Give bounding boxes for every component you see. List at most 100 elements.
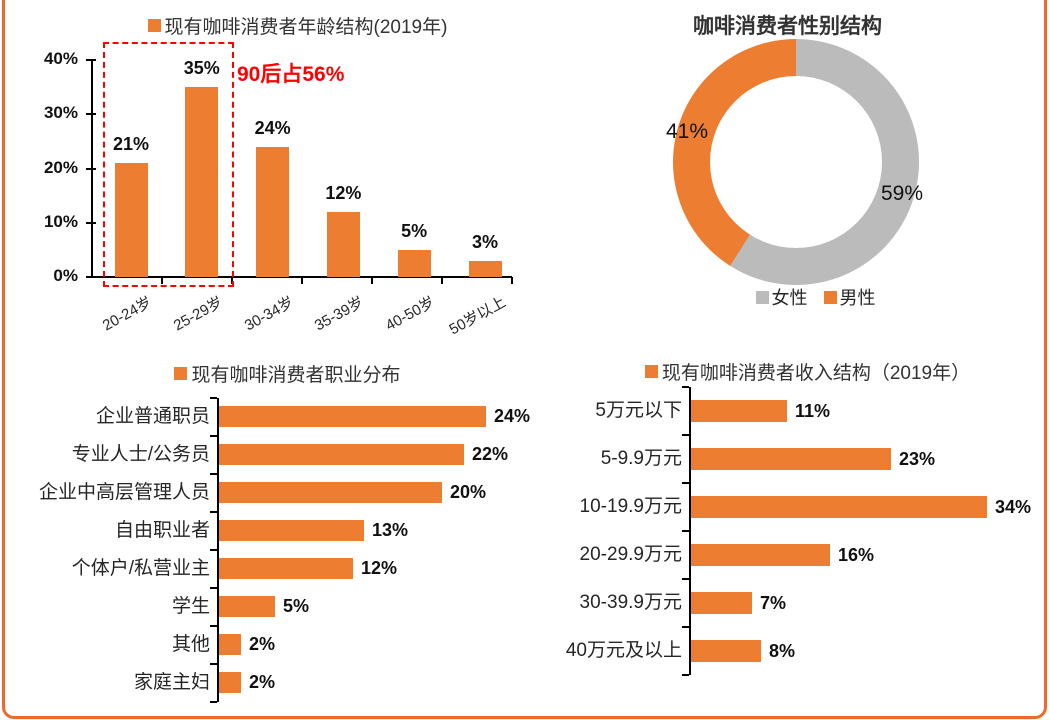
bar-value-label: 21% (112, 134, 150, 154)
category-label: 学生 (171, 596, 210, 617)
axis-tick (682, 482, 689, 484)
axis-tick (682, 530, 689, 532)
axis-tick (682, 674, 689, 676)
bar (398, 250, 431, 277)
bar-value-label: 24% (254, 118, 291, 138)
bar-value-label: 16% (838, 545, 875, 565)
bar-value-label: 20% (450, 482, 487, 502)
bar (219, 520, 364, 541)
y-tick-label: 0% (53, 266, 78, 285)
bar (219, 406, 486, 427)
axis-tick (682, 578, 689, 580)
category-label: 专业人士/公务员 (71, 444, 210, 465)
axis-tick (210, 473, 217, 475)
y-tick (86, 59, 96, 61)
bar (691, 496, 987, 518)
axis-tick (682, 626, 689, 628)
female-percent-label: 59% (880, 182, 924, 205)
bar (691, 400, 787, 422)
bar (327, 212, 360, 277)
age-structure-chart: 现有咖啡消费者年龄结构(2019年) 40% 30% 20% 10% 0% 21% 20-2… (0, 0, 525, 340)
bar-value-label: 11% (795, 401, 831, 421)
category-label: 企业中高层管理人员 (38, 482, 210, 503)
bar-value-label: 2% (249, 672, 276, 692)
bar (219, 596, 275, 617)
bar (219, 558, 353, 579)
category-label: 40万元及以上 (565, 640, 682, 661)
occupation-chart-title-text: 现有咖啡消费者职业分布 (191, 365, 401, 386)
category-label: 自由职业者 (114, 520, 210, 541)
bar-value-label: 23% (899, 449, 936, 469)
bar-value-label: 8% (769, 641, 796, 661)
legend-label: 女性 (771, 288, 808, 308)
y-tick-label: 30% (43, 103, 78, 123)
bar (219, 672, 241, 693)
axis-tick (210, 663, 217, 665)
occupation-plot-area: 企业普通职员 24% 专业人士/公务员 22% 企业中高层管理人员 20% 自由职业者 13%… (0, 340, 530, 720)
category-axis (689, 387, 691, 675)
y-tick-label: 20% (43, 157, 78, 177)
bar (691, 640, 761, 662)
legend-swatch-icon (823, 290, 837, 304)
bar-value-label: 24% (494, 406, 531, 426)
bar-value-label: 22% (472, 444, 509, 464)
axis-tick (210, 587, 217, 589)
axis-tick (210, 625, 217, 627)
bar (185, 87, 218, 277)
bar-value-label: 35% (183, 58, 220, 78)
y-tick-label: 10% (43, 211, 78, 231)
bar-value-label: 5% (401, 221, 428, 241)
category-label: 5-9.9万元 (600, 448, 682, 469)
y-tick (86, 221, 96, 224)
post90s-highlight-dashed-box (103, 42, 234, 287)
age-plot-area: 40% 30% 20% 10% 0% 21% 20-24岁 35% 25-29岁 24% 30-34… (0, 0, 525, 340)
legend-item: 男性 (823, 284, 876, 310)
axis-tick (682, 434, 689, 436)
bar-value-label: 7% (760, 593, 787, 613)
gender-chart-title-text: 咖啡消费者性别结构 (693, 15, 882, 38)
y-tick (86, 276, 96, 278)
bar-value-label: 12% (325, 183, 362, 203)
category-label: 5万元以下 (595, 400, 682, 421)
income-chart-title-text: 现有咖啡消费者收入结构（2019年） (661, 363, 971, 384)
bar (691, 448, 891, 470)
series-legend-marker-icon (147, 19, 161, 32)
axis-tick (210, 701, 217, 703)
legend-item: 女性 (755, 284, 808, 310)
series-legend-marker-icon (644, 365, 658, 378)
bar (219, 634, 241, 655)
gender-legend: 女性 男性 (525, 284, 1050, 310)
gender-chart-title: 咖啡消费者性别结构 (525, 10, 1050, 40)
category-label: 家庭主妇 (133, 672, 210, 693)
category-label: 个体户/私营业主 (71, 558, 210, 579)
bar (469, 261, 502, 277)
occupation-chart-title: 现有咖啡消费者职业分布 (0, 360, 525, 387)
x-tick (301, 277, 303, 284)
bar (219, 444, 464, 465)
occupation-distribution-chart: 现有咖啡消费者职业分布 企业普通职员 24% 专业人士/公务员 22% 企业中高层管理人… (0, 340, 530, 720)
y-tick (86, 167, 96, 170)
axis-tick (210, 511, 217, 513)
bar-value-label: 34% (995, 497, 1032, 517)
bar (691, 592, 752, 614)
donut-hole (710, 76, 882, 248)
bar (219, 482, 442, 503)
x-tick (371, 277, 373, 284)
axis-tick (682, 386, 689, 388)
bar (691, 544, 830, 566)
income-structure-chart: 现有咖啡消费者收入结构（2019年） 5万元以下 11% 5-9.9万元 23% 10-… (525, 340, 1050, 720)
bar (115, 163, 148, 277)
category-label: 企业普通职员 (95, 406, 210, 427)
y-tick (86, 113, 96, 116)
y-tick-label: 40% (43, 49, 78, 68)
income-chart-title: 现有咖啡消费者收入结构（2019年） (525, 358, 1050, 385)
category-label: 其他 (171, 634, 210, 655)
category-label: 10-19.9万元 (579, 496, 682, 517)
age-chart-title: 现有咖啡消费者年龄结构(2019年) (0, 12, 525, 39)
gender-structure-chart: 咖啡消费者性别结构 41% 59% 女性 男性 (525, 0, 1050, 340)
legend-label: 男性 (839, 288, 876, 308)
series-legend-marker-icon (174, 367, 188, 380)
category-label: 20-29.9万元 (579, 544, 682, 565)
x-tick (441, 277, 443, 284)
